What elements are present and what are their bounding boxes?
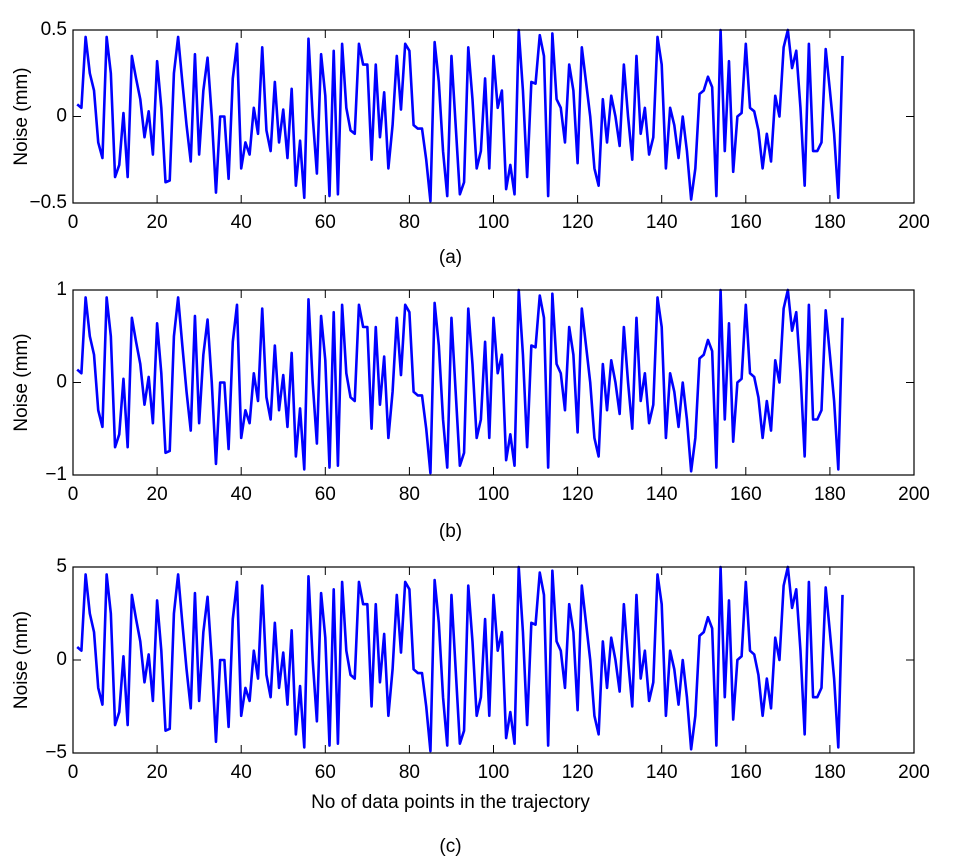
caption: (b) xyxy=(439,521,462,542)
noise-line xyxy=(76,28,844,203)
x-tick-label: 100 xyxy=(478,762,510,783)
noise-line xyxy=(76,565,844,753)
y-tick-label: −5 xyxy=(45,742,67,763)
plot-frame xyxy=(72,289,915,476)
y-axis-label: Noise (mm) xyxy=(11,333,32,431)
y-tick-label: 5 xyxy=(56,556,67,577)
x-tick-label: 60 xyxy=(315,212,336,233)
x-tick-label: 0 xyxy=(68,762,79,783)
x-tick-label: 200 xyxy=(898,762,930,783)
y-axis-label: Noise (mm) xyxy=(11,611,32,709)
noise-line xyxy=(76,288,844,475)
y-tick-label: 1 xyxy=(56,279,67,300)
x-tick-label: 40 xyxy=(231,212,252,233)
x-tick-label: 100 xyxy=(478,484,510,505)
y-tick-label: 0.5 xyxy=(41,19,67,40)
y-tick-label: 0 xyxy=(56,649,67,670)
x-tick-label: 20 xyxy=(147,212,168,233)
x-tick-label: 160 xyxy=(730,484,762,505)
y-tick-label: −0.5 xyxy=(29,192,67,213)
x-tick-label: 60 xyxy=(315,762,336,783)
x-tick-label: 20 xyxy=(147,484,168,505)
x-tick-label: 160 xyxy=(730,762,762,783)
x-tick-label: 80 xyxy=(399,762,420,783)
x-tick-label: 200 xyxy=(898,212,930,233)
x-tick-label: 140 xyxy=(646,212,678,233)
x-tick-label: 0 xyxy=(68,212,79,233)
x-tick-label: 60 xyxy=(315,484,336,505)
x-tick-label: 180 xyxy=(814,212,846,233)
caption: (a) xyxy=(439,247,462,268)
x-tick-label: 120 xyxy=(562,212,594,233)
x-tick-label: 120 xyxy=(562,762,594,783)
x-tick-label: 180 xyxy=(814,484,846,505)
x-tick-label: 20 xyxy=(147,762,168,783)
x-tick-label: 200 xyxy=(898,484,930,505)
x-tick-label: 80 xyxy=(399,484,420,505)
plot-frame xyxy=(72,566,915,754)
y-tick-label: 0 xyxy=(56,106,67,127)
x-tick-label: 140 xyxy=(646,484,678,505)
x-tick-label: 140 xyxy=(646,762,678,783)
plot-frame xyxy=(72,29,915,204)
caption: (c) xyxy=(439,836,461,857)
y-axis-label: Noise (mm) xyxy=(11,67,32,165)
x-tick-label: 40 xyxy=(231,762,252,783)
x-axis-label: No of data points in the trajectory xyxy=(311,792,590,813)
x-tick-label: 40 xyxy=(231,484,252,505)
y-tick-label: −1 xyxy=(45,464,67,485)
x-tick-label: 100 xyxy=(478,212,510,233)
x-tick-label: 180 xyxy=(814,762,846,783)
x-tick-label: 120 xyxy=(562,484,594,505)
x-tick-label: 80 xyxy=(399,212,420,233)
x-tick-label: 0 xyxy=(68,484,79,505)
y-tick-label: 0 xyxy=(56,372,67,393)
x-tick-label: 160 xyxy=(730,212,762,233)
